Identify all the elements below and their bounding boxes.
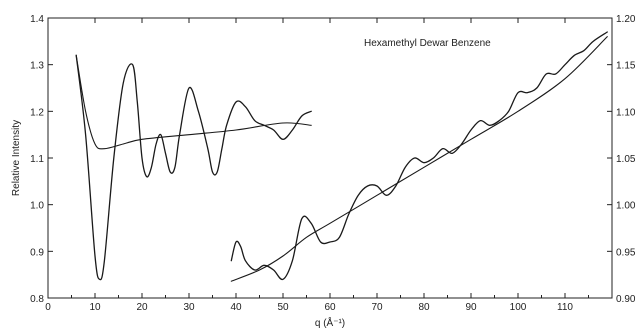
x-tick-label: 80: [418, 302, 430, 313]
left-y-axis-ticks: 0.8 0.9 1.0 1.1 1.2 1.3 1.4: [30, 14, 53, 305]
x-axis-label: q (Å⁻¹): [315, 316, 345, 329]
right-y-tick-label: 1.10: [616, 107, 636, 118]
left-y-tick-label: 0.8: [30, 294, 44, 305]
left-y-tick-label: 1.0: [30, 201, 44, 212]
right-y-tick-label: 1.20: [616, 14, 636, 25]
left-y-tick-label: 0.9: [30, 247, 44, 258]
x-axis-ticks: 0 10 20 30 40 50 60 70 80 90 100 110: [45, 18, 589, 313]
plot-frame: [47, 17, 613, 299]
right-y-axis-ticks: 0.90 0.95 1.00 1.05 1.10 1.15 1.20: [607, 14, 636, 305]
x-tick-label: 20: [136, 302, 148, 313]
x-tick-label: 110: [557, 302, 573, 313]
x-tick-label: 0: [45, 302, 51, 313]
left-oscillating-curve: [75, 54, 312, 281]
curves: [75, 31, 608, 282]
right-y-tick-label: 0.90: [616, 294, 636, 305]
x-tick-label: 100: [510, 302, 527, 313]
x-tick-label: 50: [277, 302, 289, 313]
x-tick-label: 40: [230, 302, 242, 313]
x-tick-label: 70: [371, 302, 383, 313]
x-tick-label: 30: [183, 302, 195, 313]
right-oscillating-curve: [230, 31, 608, 281]
left-smooth-curve: [75, 54, 312, 150]
right-y-tick-label: 1.15: [616, 61, 636, 72]
left-y-tick-label: 1.3: [30, 61, 44, 72]
right-y-tick-label: 0.95: [616, 247, 636, 258]
right-y-tick-label: 1.00: [616, 201, 636, 212]
left-y-tick-label: 1.2: [30, 107, 44, 118]
left-y-tick-label: 1.1: [30, 154, 44, 165]
left-y-tick-label: 1.4: [30, 14, 44, 25]
x-tick-label: 60: [324, 302, 336, 313]
x-tick-label: 90: [465, 302, 477, 313]
right-y-tick-label: 1.05: [616, 154, 636, 165]
x-tick-label: 10: [89, 302, 101, 313]
chart-annotation: Hexamethyl Dewar Benzene: [364, 38, 491, 49]
right-smooth-curve: [230, 36, 608, 282]
y-axis-label: Relative Intensity: [11, 120, 22, 196]
